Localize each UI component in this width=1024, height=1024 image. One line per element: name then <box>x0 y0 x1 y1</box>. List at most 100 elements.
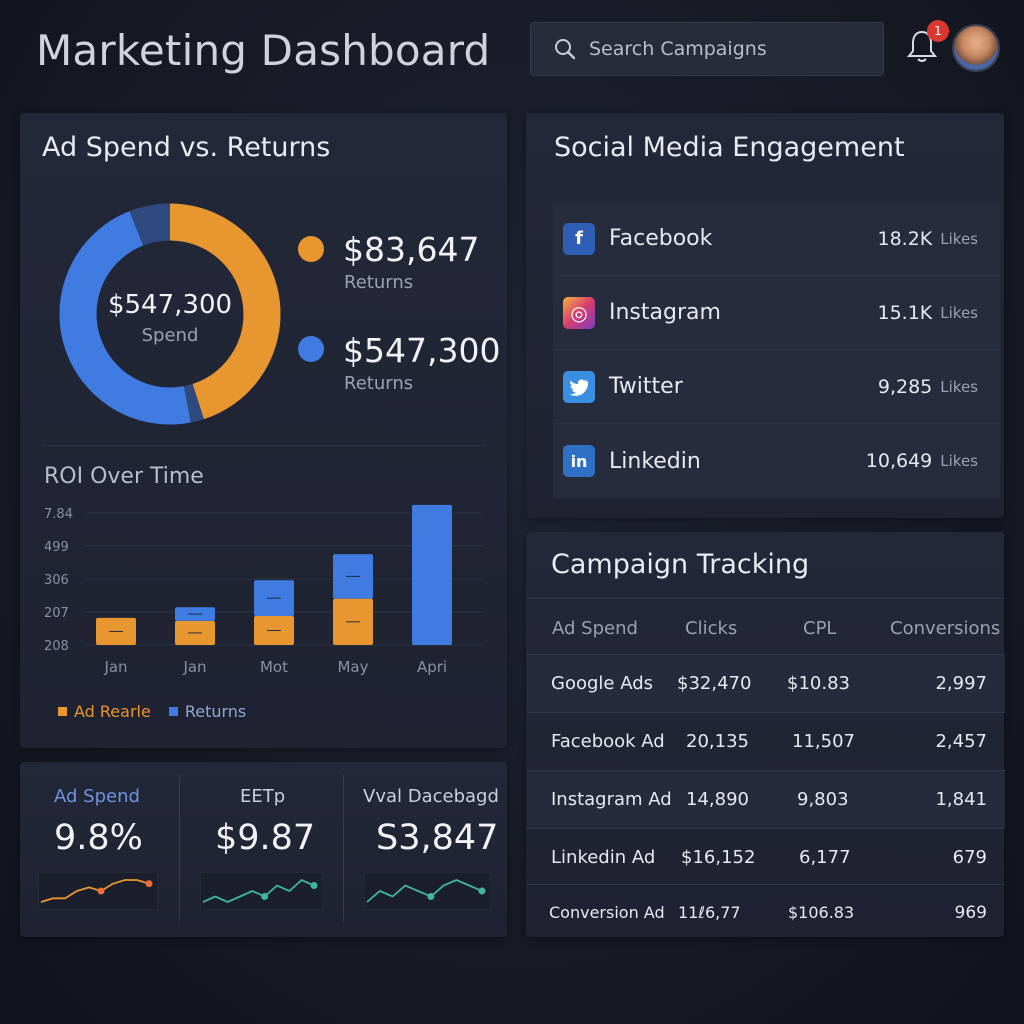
sparkline <box>40 879 150 903</box>
sparkline <box>366 879 483 903</box>
social-value: 18.2K <box>877 227 933 250</box>
avatar[interactable] <box>952 24 1000 72</box>
cell-campaign: Facebook Ad <box>551 731 665 752</box>
social-value: 9,285 <box>877 375 933 398</box>
legend-label-ad: Ad Rearle <box>74 702 151 721</box>
cell-campaign: Linkedin Ad <box>551 847 656 868</box>
social-unit: Likes <box>940 452 978 470</box>
social-unit: Likes <box>940 303 978 322</box>
cell-clicks: 20,135 <box>686 731 749 752</box>
sparkline-point <box>427 893 435 900</box>
panel-divider <box>42 445 486 446</box>
legend-label-returns: Returns <box>184 702 247 721</box>
returns-label: Returns <box>344 272 414 293</box>
sparkline <box>202 878 315 903</box>
kpi-divider-2 <box>343 774 344 922</box>
cell-campaign: Conversion Ad <box>549 903 665 922</box>
cell-conversions: 969 <box>954 903 987 923</box>
cell-conversions: 1,841 <box>935 789 987 810</box>
x-tick-label: Apri <box>417 658 447 676</box>
social-value: 10,649 <box>865 450 933 472</box>
social-title: Social Media Engagement <box>554 132 905 163</box>
social-list-bg <box>553 202 1000 498</box>
ad-spend-title: Ad Spend vs. Returns <box>42 132 331 163</box>
page-title: Marketing Dashboard <box>36 26 491 75</box>
social-unit: Likes <box>940 229 978 248</box>
sparkline-point <box>478 887 486 895</box>
cell-conversions: 2,997 <box>935 673 987 694</box>
donut-returns-arc <box>59 203 281 425</box>
campaign-title: Campaign Tracking <box>551 549 810 580</box>
sparkline-point <box>261 893 269 900</box>
cell-conversions: 2,457 <box>935 731 987 752</box>
social-row-twitter[interactable]: Twitter 9,285 Likes <box>553 350 1000 424</box>
sparkline-point <box>145 880 153 888</box>
kpi-label-1: Ad Spend <box>54 786 140 807</box>
x-tick-label: Jan <box>103 658 127 676</box>
kpi-sparkline-2 <box>200 872 323 910</box>
social-row-linkedin[interactable]: in Linkedin 10,649 Likes <box>553 424 1000 498</box>
spend-value: $547,300 <box>343 331 501 370</box>
campaign-panel <box>526 532 1004 937</box>
x-tick-label: May <box>337 658 368 676</box>
search-input[interactable]: Search Campaigns <box>530 22 884 76</box>
legend-swatch-ad <box>58 707 67 716</box>
social-unit: Likes <box>940 377 978 396</box>
linkedin-icon: in <box>563 445 595 477</box>
cell-clicks: 11ℓ6,77 <box>678 903 741 922</box>
column-header-ad-spend[interactable]: Ad Spend <box>552 618 638 639</box>
cell-conversions: 679 <box>952 847 987 868</box>
social-name: Instagram <box>609 300 721 325</box>
column-header-conversions[interactable]: Conversions <box>890 618 1001 639</box>
social-row-facebook[interactable]: f Facebook 18.2K Likes <box>553 202 1000 276</box>
search-placeholder: Search Campaigns <box>589 38 767 60</box>
x-tick-label: Jan <box>182 658 206 676</box>
cell-cpl: 11,507 <box>792 731 855 752</box>
cell-clicks: $32,470 <box>677 673 752 694</box>
column-header-cpl[interactable]: CPL <box>803 618 837 639</box>
kpi-value-3: S3,847 <box>376 818 499 858</box>
y-tick-label: 207 <box>44 606 69 621</box>
kpi-label-2: EETp <box>240 786 286 807</box>
roi-bar-chart: 208 207 306 499 7.84 Jan Jan Mot May Apri <box>44 504 484 676</box>
kpi-label-3: Vval Dacebagd <box>363 786 499 807</box>
social-name: Twitter <box>609 374 683 399</box>
legend-dot-returns-orange <box>298 236 324 262</box>
cell-cpl: $106.83 <box>788 903 855 922</box>
cell-cpl: $10.83 <box>787 673 850 694</box>
returns-value: $83,647 <box>343 230 480 269</box>
social-name: Facebook <box>609 226 713 251</box>
social-row-instagram[interactable]: ◎ Instagram 15.1K Likes <box>553 276 1000 350</box>
sparkline-point <box>310 882 318 889</box>
bar-returns[interactable] <box>412 504 452 645</box>
table-row[interactable]: Conversion Ad 11ℓ6,77 $106.83 969 <box>527 884 1005 936</box>
cell-campaign: Instagram Ad <box>551 789 672 810</box>
kpi-sparkline-3 <box>364 872 491 910</box>
donut-center-value: $547,300 <box>107 290 233 320</box>
cell-clicks: 14,890 <box>686 789 749 810</box>
search-icon <box>555 39 576 60</box>
roi-legend: Ad Rearle Returns <box>58 702 246 721</box>
sparkline-frame <box>364 872 491 910</box>
kpi-sparkline-1 <box>38 872 158 910</box>
table-row[interactable]: Linkedin Ad $16,152 6,177 679 <box>527 828 1005 886</box>
kpi-value-1: 9.8% <box>54 818 143 858</box>
donut-center-label: Spend <box>141 325 199 346</box>
instagram-icon: ◎ <box>563 296 595 329</box>
table-row[interactable]: Google Ads $32,470 $10.83 2,997 <box>527 654 1005 712</box>
cell-cpl: 9,803 <box>797 789 849 810</box>
table-row[interactable]: Instagram Ad 14,890 9,803 1,841 <box>527 770 1005 828</box>
y-tick-label: 208 <box>44 639 69 654</box>
campaign-header-divider <box>527 598 1005 599</box>
cell-campaign: Google Ads <box>551 673 653 694</box>
column-header-clicks[interactable]: Clicks <box>685 618 738 639</box>
y-tick-label: 499 <box>44 540 69 555</box>
roi-chart-title: ROI Over Time <box>44 464 204 489</box>
facebook-icon: f <box>563 222 595 255</box>
sparkline-frame <box>200 872 323 910</box>
legend-swatch-returns <box>168 707 178 716</box>
sparkline-point <box>97 887 105 895</box>
table-row[interactable]: Facebook Ad 20,135 11,507 2,457 <box>527 712 1005 770</box>
spend-label: Returns <box>344 373 414 394</box>
notification-badge: 1 <box>927 20 949 42</box>
